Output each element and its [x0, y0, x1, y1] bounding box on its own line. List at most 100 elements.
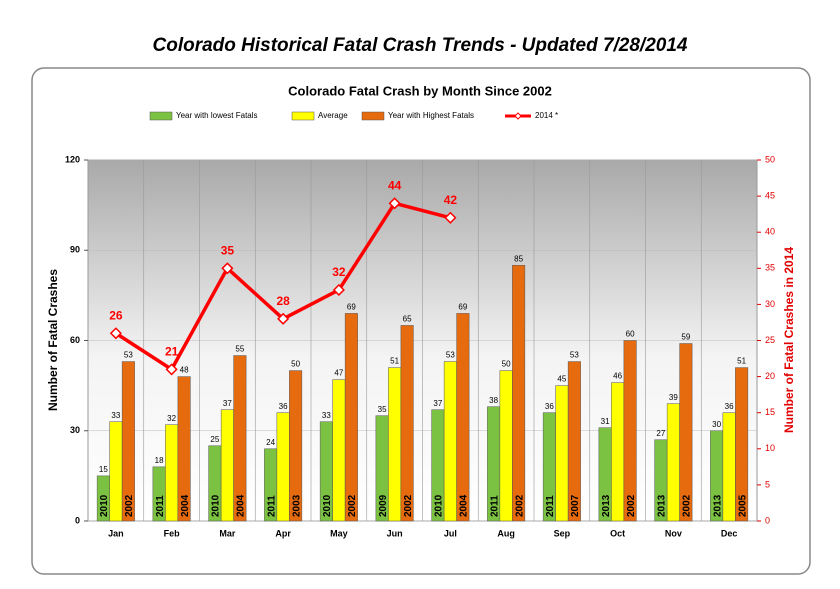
bar-value-label: 55: [235, 345, 244, 354]
bar-value-label: 48: [180, 366, 189, 375]
legend-label: 2014 *: [535, 111, 558, 120]
bar-value-label: 33: [322, 411, 331, 420]
bar-year-label: 2010: [434, 494, 445, 517]
line-value-label: 42: [444, 193, 458, 207]
line-value-label: 35: [221, 243, 235, 257]
bar: [443, 361, 457, 522]
x-tick-label: Nov: [665, 528, 682, 538]
line-marker: [109, 327, 122, 340]
page-title: Colorado Historical Fatal Crash Trends -…: [153, 35, 688, 56]
bar-year-label: 2004: [459, 494, 470, 517]
line-marker: [277, 312, 290, 325]
y-tick-label: 30: [70, 425, 80, 435]
bar: [499, 370, 513, 522]
y2-tick-label: 40: [765, 227, 775, 237]
bar-year-label: 2004: [180, 494, 191, 517]
bar-year-label: 2013: [712, 494, 723, 517]
x-tick-label: Jan: [108, 528, 124, 538]
line-value-label: 21: [165, 345, 179, 359]
y2-tick-label: 5: [765, 479, 770, 489]
bar-value-label: 35: [378, 405, 387, 414]
x-tick-label: Jun: [387, 528, 403, 538]
bar-year-label: 2002: [626, 494, 637, 517]
line-value-label: 28: [276, 294, 290, 308]
bar-value-label: 59: [681, 333, 690, 342]
bar-year-label: 2010: [322, 494, 333, 517]
bar-year-label: 2002: [682, 494, 693, 517]
line-marker: [332, 283, 345, 297]
bar: [165, 424, 179, 522]
bar-year-label: 2009: [378, 494, 389, 517]
bar-value-label: 50: [291, 360, 300, 369]
bar: [220, 409, 234, 522]
bar: [735, 367, 749, 522]
y-tick-label: 0: [75, 515, 80, 525]
y2-tick-label: 20: [765, 371, 775, 381]
bar-value-label: 30: [712, 420, 721, 429]
y2-tick-label: 10: [765, 443, 775, 453]
bar-value-label: 53: [124, 351, 133, 360]
bar-value-label: 69: [458, 303, 467, 312]
line-value-label: 26: [109, 308, 123, 322]
bar: [289, 370, 303, 522]
bar-value-label: 25: [210, 435, 219, 444]
bar-value-label: 53: [446, 351, 455, 360]
line-value-label: 44: [388, 178, 402, 192]
bar: [555, 385, 569, 522]
legend-label: Year with lowest Fatals: [176, 111, 258, 120]
chart-title: Colorado Fatal Crash by Month Since 2002: [288, 83, 552, 98]
bar-year-label: 2010: [211, 494, 222, 517]
line-marker: [388, 197, 401, 210]
x-tick-label: Apr: [275, 528, 291, 538]
bar: [679, 343, 693, 522]
y2-tick-label: 50: [765, 154, 775, 164]
y2-tick-label: 25: [765, 335, 775, 345]
bar-value-label: 50: [502, 360, 511, 369]
bar: [611, 382, 625, 522]
bar: [456, 313, 470, 522]
y2-tick-label: 15: [765, 407, 775, 417]
bar-value-label: 46: [613, 372, 622, 381]
bar-year-label: 2013: [601, 494, 612, 517]
y-tick-label: 90: [70, 245, 80, 255]
bar-year-label: 2010: [99, 494, 110, 517]
bar: [344, 313, 358, 522]
bar: [567, 361, 581, 522]
y-tick-label: 120: [65, 154, 80, 164]
y-tick-label: 60: [70, 335, 80, 345]
y2-tick-label: 35: [765, 263, 775, 273]
bar-value-label: 45: [557, 375, 566, 384]
bar-year-label: 2011: [489, 495, 500, 517]
legend-swatch-marker: [514, 112, 522, 120]
y2-tick-label: 45: [765, 190, 775, 200]
bar-year-label: 2003: [291, 494, 302, 517]
bar: [276, 412, 290, 522]
bar-value-label: 15: [99, 465, 108, 474]
bar-year-label: 2002: [514, 494, 525, 517]
x-tick-label: May: [330, 528, 348, 538]
bar-year-label: 2002: [124, 494, 135, 517]
bar: [666, 403, 680, 522]
line-marker: [444, 211, 457, 224]
bar-value-label: 37: [433, 399, 442, 408]
bar-value-label: 51: [737, 357, 746, 366]
y2-tick-label: 30: [765, 299, 775, 309]
bar-value-label: 32: [167, 414, 176, 423]
y-axis-label: Number of Fatal Crashes: [46, 269, 60, 411]
bar-year-label: 2004: [236, 494, 247, 517]
bar-value-label: 53: [570, 351, 579, 360]
bar: [109, 421, 123, 522]
bar-value-label: 24: [266, 438, 275, 447]
bar-value-label: 36: [725, 402, 734, 411]
bar-value-label: 36: [545, 402, 554, 411]
legend-label: Year with Highest Fatals: [388, 111, 474, 120]
bar-value-label: 60: [626, 330, 635, 339]
bar-year-label: 2013: [657, 494, 668, 517]
x-tick-label: Sep: [554, 528, 571, 538]
bar: [400, 325, 414, 522]
bar-value-label: 65: [403, 315, 412, 324]
bar: [233, 355, 247, 522]
bar-year-label: 2002: [347, 494, 358, 517]
